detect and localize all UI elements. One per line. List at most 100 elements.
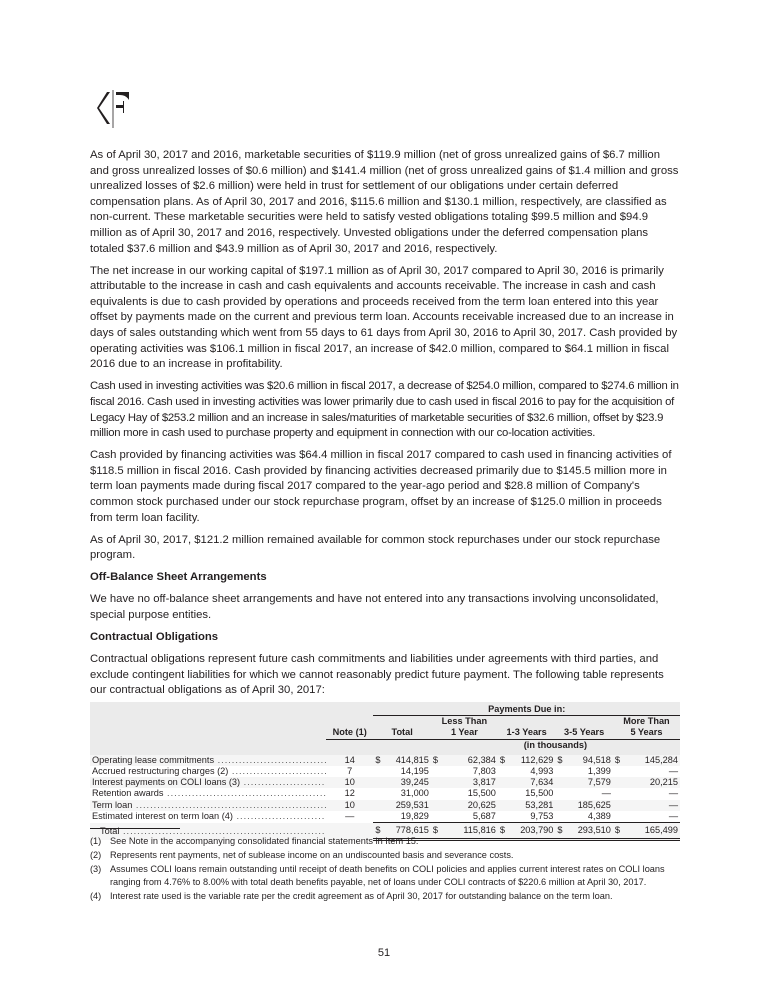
value-lt1: 15,500 xyxy=(467,788,496,799)
value-lt1: 115,816 xyxy=(444,822,498,842)
note-cell: 10 xyxy=(344,799,355,810)
currency-symbol xyxy=(497,810,510,824)
currency-symbol xyxy=(373,777,384,788)
currency-symbol: $ xyxy=(555,822,567,842)
value-y13: 203,790 xyxy=(509,822,556,842)
currency-symbol xyxy=(555,766,566,777)
paragraph-financing: Cash provided by financing activities wa… xyxy=(90,449,672,524)
row-label: Term loan ..............................… xyxy=(90,800,326,811)
footnote-3: (3) Assumes COLI loans remain outstanding… xyxy=(90,864,665,887)
value-y13: 4,993 xyxy=(530,766,554,777)
value-gt5: — xyxy=(668,799,678,810)
currency-symbol xyxy=(555,800,566,811)
currency-symbol xyxy=(373,766,384,777)
currency-symbol xyxy=(373,788,384,799)
footnote-4: (4) Interest rate used is the variable ra… xyxy=(90,890,613,901)
paragraph-off-balance: We have no off-balance sheet arrangement… xyxy=(90,593,659,622)
leader-dots: ........................................… xyxy=(236,811,326,822)
paragraph-repurchases: As of April 30, 2017, $121.2 million rem… xyxy=(90,533,661,562)
currency-symbol xyxy=(498,777,509,788)
note-cell: 10 xyxy=(344,777,355,788)
row-label: Operating lease commitments ............… xyxy=(90,755,326,766)
value-y35: 293,510 xyxy=(566,822,613,842)
row-label: Total ..................................… xyxy=(90,823,326,840)
currency-symbol xyxy=(431,766,444,777)
value-y35: 4,389 xyxy=(566,810,613,824)
leader-dots: ........................................… xyxy=(243,777,326,788)
value-lt1: 62,384 xyxy=(467,754,496,765)
footnote-1: (1) See Note in the accompanying consolid… xyxy=(90,836,419,846)
value-gt5: 20,215 xyxy=(649,777,678,788)
currency-symbol: $ xyxy=(373,822,385,842)
value-lt1: 7,803 xyxy=(472,766,496,777)
table-row: Retention awards .......................… xyxy=(90,788,680,799)
table-total-row: Total ..................................… xyxy=(90,822,680,842)
group-header: Payments Due in: xyxy=(373,702,680,717)
leader-dots: ........................................… xyxy=(119,825,326,836)
footnote-2: (2) Represents rent payments, net of subl… xyxy=(90,850,514,861)
note-cell: 12 xyxy=(344,788,355,799)
value-y35: — xyxy=(601,788,611,799)
row-label-text: Total xyxy=(100,825,120,836)
note-cell: 7 xyxy=(347,766,353,777)
value-gt5: — xyxy=(668,788,678,799)
value-y13: 15,500 xyxy=(525,788,554,799)
paragraph-marketable-securities: As of April 30, 2017 and 2016, marketabl… xyxy=(90,149,679,255)
page-number: 51 xyxy=(377,947,391,959)
value-total: 39,245 xyxy=(400,777,429,788)
currency-symbol xyxy=(431,777,444,788)
table-row: Estimated interest on term loan (4) ....… xyxy=(90,810,680,824)
page-body: As of April 30, 2017 and 2016, marketabl… xyxy=(90,148,680,842)
value-y35: 1,399 xyxy=(587,766,611,777)
value-y13: 53,281 xyxy=(525,799,554,810)
currency-symbol: $ xyxy=(375,754,381,765)
footnote-rule xyxy=(90,828,180,829)
row-label-text: Interest payments on COLI loans (3) xyxy=(92,777,241,788)
value-lt1: 20,625 xyxy=(467,799,496,810)
value-gt5: 165,499 xyxy=(626,822,680,842)
row-label-text: Retention awards xyxy=(92,788,164,799)
currency-symbol: $ xyxy=(557,754,563,765)
currency-symbol xyxy=(498,800,509,811)
value-gt5: — xyxy=(668,766,678,777)
currency-symbol xyxy=(613,800,626,811)
footnotes: (1) See Note in the accompanying consolid… xyxy=(90,828,680,904)
paragraph-working-capital: The net increase in our working capital … xyxy=(90,264,678,371)
row-label: Estimated interest on term loan (4) ....… xyxy=(90,811,326,823)
value-y35: 185,625 xyxy=(577,799,611,810)
row-label: Interest payments on COLI loans (3) ....… xyxy=(90,777,326,788)
currency-symbol: $ xyxy=(612,822,627,842)
note-cell: — xyxy=(345,811,355,822)
value-y13: 7,634 xyxy=(530,777,554,788)
row-label-text: Estimated interest on term loan (4) xyxy=(92,811,233,822)
col-header-total: Total xyxy=(373,716,431,740)
table-row: Operating lease commitments ............… xyxy=(90,754,680,767)
currency-symbol xyxy=(373,810,385,824)
currency-symbol: $ xyxy=(432,754,439,765)
row-label-text: Accrued restructuring charges (2) xyxy=(92,766,229,777)
value-y35: 94,518 xyxy=(582,754,611,765)
value-lt1: 3,817 xyxy=(472,777,496,788)
row-label: Retention awards .......................… xyxy=(90,788,326,799)
col-header-lt1-text: Less Than 1 Year xyxy=(441,716,488,738)
currency-symbol xyxy=(498,788,509,799)
note-cell: 14 xyxy=(344,754,355,765)
currency-symbol xyxy=(613,788,626,799)
currency-symbol xyxy=(613,766,626,777)
paragraph-contractual: Contractual obligations represent future… xyxy=(90,653,664,697)
paragraph-investing: Cash used in investing activities was $2… xyxy=(90,380,679,440)
value-gt5: 145,284 xyxy=(644,754,678,765)
currency-symbol xyxy=(373,800,384,811)
currency-symbol xyxy=(498,766,509,777)
currency-symbol: $ xyxy=(614,754,621,765)
col-header-lt1: Less Than 1 Year xyxy=(430,715,498,740)
value-total: 259,531 xyxy=(395,799,429,810)
table-row: Term loan ..............................… xyxy=(90,799,680,811)
currency-symbol xyxy=(612,810,627,824)
col-header-note: Note (1) xyxy=(326,716,374,740)
col-header-gt5-text: More Than 5 Years xyxy=(623,716,670,738)
currency-symbol xyxy=(431,788,444,799)
value-total: 19,829 xyxy=(384,810,431,824)
currency-symbol xyxy=(430,810,445,824)
value-lt1: 5,687 xyxy=(444,810,498,824)
